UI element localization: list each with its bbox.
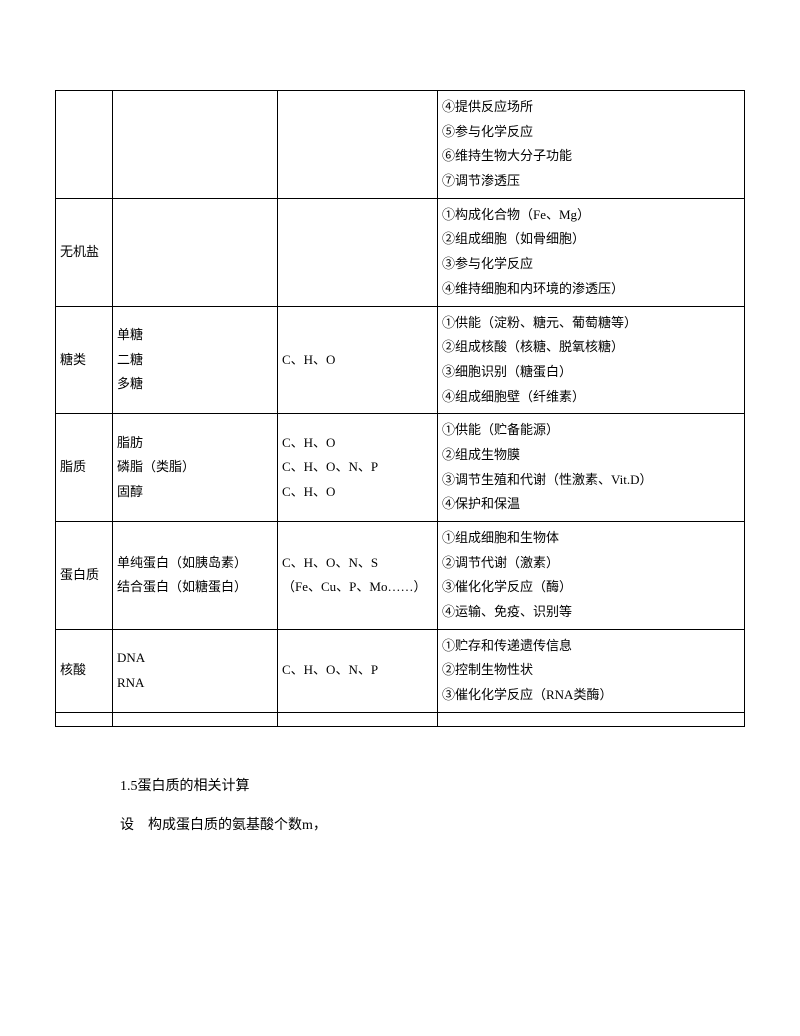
cell-elements: C、H、OC、H、O、N、PC、H、O <box>278 414 438 522</box>
cell-type <box>113 91 278 199</box>
cell-functions: ①组成细胞和生物体②调节代谢（激素）③催化化学反应（酶）④运输、免疫、识别等 <box>438 522 745 630</box>
table-row: 糖类单糖二糖多糖C、H、O①供能（淀粉、糖元、葡萄糖等）②组成核酸（核糖、脱氧核… <box>56 306 745 414</box>
cell-type: 单糖二糖多糖 <box>113 306 278 414</box>
table-row: ④提供反应场所⑤参与化学反应⑥维持生物大分子功能⑦调节渗透压 <box>56 91 745 199</box>
cell-elements: C、H、O <box>278 306 438 414</box>
footer-line-2: 设 构成蛋白质的氨基酸个数m， <box>120 806 745 845</box>
cell-elements <box>278 91 438 199</box>
table-row: 脂质脂肪磷脂（类脂）固醇C、H、OC、H、O、N、PC、H、O①供能（贮备能源）… <box>56 414 745 522</box>
table-row: 核酸DNARNAC、H、O、N、P①贮存和传递遗传信息②控制生物性状③催化化学反… <box>56 629 745 712</box>
cell-functions: ①贮存和传递遗传信息②控制生物性状③催化化学反应（RNA类酶） <box>438 629 745 712</box>
cell-type: 脂肪磷脂（类脂）固醇 <box>113 414 278 522</box>
cell-name: 无机盐 <box>56 198 113 306</box>
cell-type: 单纯蛋白（如胰岛素）结合蛋白（如糖蛋白） <box>113 522 278 630</box>
table-row-empty <box>56 712 745 726</box>
compounds-table: ④提供反应场所⑤参与化学反应⑥维持生物大分子功能⑦调节渗透压无机盐 ①构成化合物（… <box>55 90 745 727</box>
footer-section: 1.5蛋白质的相关计算 设 构成蛋白质的氨基酸个数m， <box>55 767 745 845</box>
cell-functions: ④提供反应场所⑤参与化学反应⑥维持生物大分子功能⑦调节渗透压 <box>438 91 745 199</box>
cell-type <box>113 198 278 306</box>
cell-elements: C、H、O、N、P <box>278 629 438 712</box>
cell-elements: C、H、O、N、S（Fe、Cu、P、Mo……） <box>278 522 438 630</box>
cell-name: 脂质 <box>56 414 113 522</box>
table-row: 无机盐 ①构成化合物（Fe、Mg）②组成细胞（如骨细胞）③参与化学反应④维持细胞和… <box>56 198 745 306</box>
cell-name <box>56 91 113 199</box>
cell-name: 蛋白质 <box>56 522 113 630</box>
footer-line-1: 1.5蛋白质的相关计算 <box>120 767 745 806</box>
cell-elements <box>278 198 438 306</box>
table-row: 蛋白质单纯蛋白（如胰岛素）结合蛋白（如糖蛋白）C、H、O、N、S（Fe、Cu、P… <box>56 522 745 630</box>
cell-functions: ①供能（贮备能源）②组成生物膜③调节生殖和代谢（性激素、Vit.D）④保护和保温 <box>438 414 745 522</box>
cell-type: DNARNA <box>113 629 278 712</box>
cell-functions: ①构成化合物（Fe、Mg）②组成细胞（如骨细胞）③参与化学反应④维持细胞和内环境… <box>438 198 745 306</box>
cell-name: 核酸 <box>56 629 113 712</box>
cell-functions: ①供能（淀粉、糖元、葡萄糖等）②组成核酸（核糖、脱氧核糖）③细胞识别（糖蛋白）④… <box>438 306 745 414</box>
cell-name: 糖类 <box>56 306 113 414</box>
